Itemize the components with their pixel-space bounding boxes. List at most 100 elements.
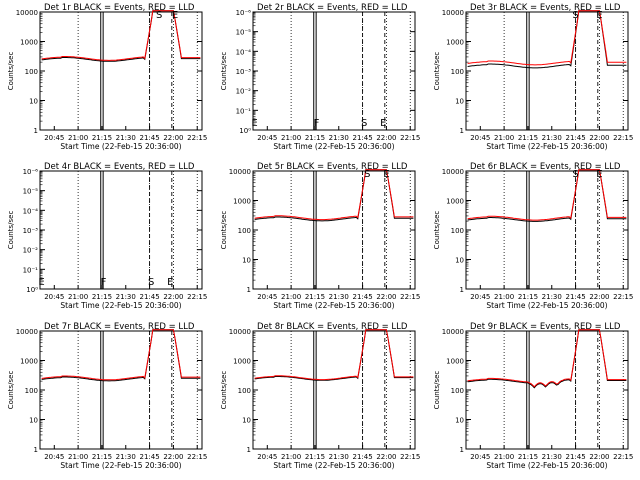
x-tick-label: 20:45 [44, 293, 64, 301]
marker-label: E [383, 169, 389, 180]
marker-label: S [572, 169, 578, 180]
y-tick-label: 10000 [16, 9, 38, 17]
series-lld-line [467, 169, 627, 221]
y-tick-label: 10⁻⁵ [23, 188, 39, 196]
y-tick-label: 100 [25, 387, 38, 395]
y-tick-label: 1000 [233, 358, 251, 366]
x-tick-label: 21:45 [139, 134, 159, 142]
x-tick-label: 21:30 [116, 293, 136, 301]
plot-frame [39, 330, 203, 450]
panel-title: Det 8r BLACK = Events, RED = LLD [257, 322, 408, 332]
x-tick-label: 21:30 [116, 134, 136, 142]
x-tick-label: 20:45 [257, 453, 277, 461]
y-tick-label: 1000 [20, 358, 38, 366]
marker-label: F [314, 118, 320, 129]
y-tick-label: 10⁻³ [23, 227, 39, 235]
y-tick-label: 100 [451, 227, 464, 235]
x-tick-label: 22:15 [400, 134, 420, 142]
y-axis-label: Counts/sec [433, 52, 441, 91]
x-tick-label: 21:15 [92, 293, 112, 301]
x-tick-label: 22:15 [613, 453, 633, 461]
x-tick-label: 22:15 [187, 453, 207, 461]
panel-title: Det 1r BLACK = Events, RED = LLD [44, 3, 195, 13]
marker-label: S [364, 169, 370, 180]
panel-title: Det 2r BLACK = Events, RED = LLD [257, 3, 408, 13]
x-tick-label: 21:15 [92, 134, 112, 142]
y-tick-label: 10 [242, 417, 251, 425]
series-events-line [41, 329, 201, 382]
y-tick-label: 1000 [446, 358, 464, 366]
y-tick-label: 100 [25, 68, 38, 76]
x-tick-label: 21:00 [68, 453, 88, 461]
x-tick-label: 21:15 [518, 293, 538, 301]
marker-label: E [167, 277, 173, 288]
x-axis-label: Start Time (22-Feb-15 20:36:00) [486, 461, 607, 470]
panel-title: Det 5r BLACK = Events, RED = LLD [257, 162, 408, 172]
x-tick-label: 22:00 [589, 453, 609, 461]
panel-title: Det 4r BLACK = Events, RED = LLD [44, 162, 195, 172]
x-tick-label: 21:00 [494, 453, 514, 461]
marker-label: E [251, 118, 257, 129]
x-tick-label: 20:45 [44, 453, 64, 461]
marker-label: E [380, 118, 386, 129]
y-tick-label: 10 [455, 257, 464, 265]
y-tick-label: 100 [238, 227, 251, 235]
x-tick-label: 21:15 [92, 453, 112, 461]
x-axis-label: Start Time (22-Feb-15 20:36:00) [486, 142, 607, 151]
x-tick-label: 20:45 [470, 134, 490, 142]
series-lld-line [467, 10, 627, 66]
x-axis-label: Start Time (22-Feb-15 20:36:00) [60, 142, 181, 151]
y-axis-label: Counts/sec [7, 371, 15, 410]
x-tick-label: 22:00 [589, 293, 609, 301]
series-events-line [254, 169, 414, 222]
x-tick-label: 21:00 [281, 293, 301, 301]
series-lld-line [41, 10, 201, 61]
y-tick-label: 10⁻² [23, 247, 39, 255]
y-tick-label: 1 [460, 127, 464, 135]
x-tick-label: 21:45 [352, 453, 372, 461]
panel-title: Det 7r BLACK = Events, RED = LLD [44, 322, 195, 332]
x-tick-label: 21:30 [329, 134, 349, 142]
y-tick-label: 10000 [442, 328, 464, 336]
y-tick-label: 10⁻⁴ [23, 207, 39, 215]
x-tick-label: 20:45 [44, 134, 64, 142]
x-tick-label: 21:45 [565, 293, 585, 301]
x-tick-label: 22:00 [376, 293, 396, 301]
y-tick-label: 1 [247, 286, 251, 294]
marker-label: E [596, 10, 602, 21]
y-tick-label: 1 [34, 127, 38, 135]
panel-det-8: Det 8r BLACK = Events, RED = LLD 1 10 100 10… [220, 322, 420, 470]
x-tick-label: 22:00 [589, 134, 609, 142]
y-tick-label: 1 [247, 446, 251, 454]
y-tick-label: 10 [242, 257, 251, 265]
series-events-line [254, 329, 414, 381]
x-tick-label: 21:00 [494, 134, 514, 142]
plot-frame [252, 11, 416, 131]
y-tick-label: 100 [451, 387, 464, 395]
x-tick-label: 22:00 [376, 453, 396, 461]
plot-frame [465, 11, 629, 131]
y-tick-label: 1000 [233, 198, 251, 206]
x-tick-label: 22:15 [400, 453, 420, 461]
y-tick-label: 10⁻² [236, 88, 252, 96]
x-tick-label: 20:45 [470, 453, 490, 461]
y-tick-label: 10⁻⁵ [236, 29, 252, 37]
x-tick-label: 22:00 [163, 134, 183, 142]
panel-det-1: Det 1r BLACK = Events, RED = LLD 1 10 100 10… [7, 3, 207, 151]
x-tick-label: 21:45 [139, 453, 159, 461]
x-tick-label: 20:45 [470, 293, 490, 301]
x-tick-label: 21:00 [281, 453, 301, 461]
y-tick-label: 10000 [16, 328, 38, 336]
x-tick-label: 22:00 [376, 134, 396, 142]
y-tick-label: 10⁻⁶ [236, 9, 252, 17]
y-axis-label: Counts/sec [220, 52, 228, 91]
x-tick-label: 21:15 [305, 293, 325, 301]
x-tick-label: 21:30 [116, 453, 136, 461]
panel-title: Det 6r BLACK = Events, RED = LLD [470, 162, 621, 172]
x-tick-label: 21:30 [542, 453, 562, 461]
y-axis-label: Counts/sec [220, 211, 228, 250]
series-lld-line [41, 329, 201, 381]
y-tick-label: 10000 [229, 328, 251, 336]
series-lld-line [254, 329, 414, 381]
